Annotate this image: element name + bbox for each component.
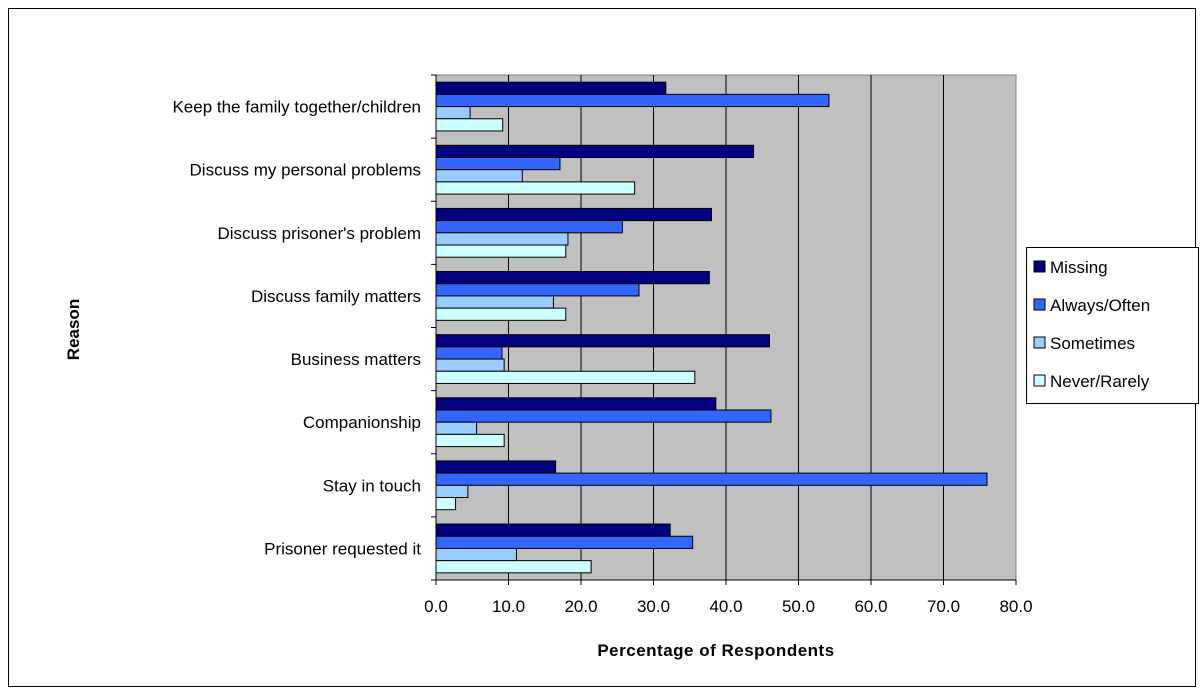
- bar-never-rarely-3: [435, 307, 567, 321]
- bar-missing-5: [435, 397, 717, 411]
- bar-always-often-1: [435, 156, 561, 171]
- bar-always-often-3: [435, 283, 640, 297]
- legend: Missing Always/Often Sometimes Never/Rarely: [1026, 247, 1199, 404]
- legend-swatch: [1033, 336, 1046, 349]
- x-tick-label: 60.0: [854, 597, 887, 616]
- bar-missing-1: [435, 144, 755, 158]
- legend-label: Always/Often: [1050, 296, 1150, 315]
- bar-always-often-6: [435, 472, 988, 486]
- gridlines: [508, 75, 944, 580]
- x-tick-label: 20.0: [564, 597, 597, 616]
- legend-box: [1026, 247, 1199, 404]
- bar-missing-4: [435, 334, 770, 348]
- bar-never-rarely-7: [435, 560, 592, 574]
- bar-sometimes-3: [435, 295, 554, 309]
- x-axis-title: Percentage of Respondents: [597, 641, 834, 660]
- bar-missing-6: [435, 460, 557, 474]
- legend-label: Sometimes: [1050, 334, 1135, 353]
- bar-never-rarely-6: [435, 497, 457, 511]
- bar-sometimes-5: [435, 421, 478, 435]
- legend-label: Never/Rarely: [1050, 372, 1150, 391]
- category-label: Discuss family matters: [251, 287, 421, 306]
- category-label: Prisoner requested it: [264, 539, 421, 558]
- category-label: Companionship: [303, 413, 421, 432]
- x-tick-label: 70.0: [927, 597, 960, 616]
- x-tick-label: 50.0: [782, 597, 815, 616]
- category-label: Stay in touch: [323, 476, 421, 495]
- axes: [431, 74, 1017, 585]
- bar-sometimes-0: [435, 106, 471, 120]
- x-tick-label: 30.0: [637, 597, 670, 616]
- bar-always-often-5: [435, 409, 772, 423]
- bar-always-often-7: [435, 535, 694, 549]
- category-label: Discuss my personal problems: [190, 161, 421, 180]
- legend-swatch: [1033, 298, 1046, 311]
- bar-always-often-4: [435, 346, 503, 360]
- x-tick-label: 0.0: [424, 597, 448, 616]
- bar-sometimes-7: [435, 547, 517, 562]
- bar-never-rarely-1: [435, 181, 636, 195]
- bar-never-rarely-5: [435, 433, 505, 448]
- bar-missing-0: [435, 81, 667, 95]
- x-tick-label: 40.0: [709, 597, 742, 616]
- bar-never-rarely-0: [435, 118, 504, 132]
- bar-sometimes-2: [435, 232, 569, 246]
- bar-always-often-2: [435, 220, 623, 234]
- category-label: Keep the family together/children: [172, 98, 421, 117]
- bar-never-rarely-4: [435, 370, 696, 384]
- legend-swatch: [1033, 374, 1046, 387]
- x-tick-label: 80.0: [999, 597, 1032, 616]
- category-label: Discuss prisoner's problem: [217, 224, 421, 243]
- bar-sometimes-1: [435, 169, 523, 183]
- bar-missing-7: [435, 523, 671, 537]
- category-label: Business matters: [291, 350, 421, 369]
- legend-label: Missing: [1050, 258, 1108, 277]
- bar-missing-2: [435, 207, 712, 222]
- bar-sometimes-6: [435, 484, 469, 499]
- x-tick-label: 10.0: [492, 597, 525, 616]
- bar-sometimes-4: [435, 358, 505, 372]
- bar-always-often-0: [435, 93, 830, 108]
- y-axis-title: Reason: [64, 299, 83, 360]
- bar-missing-3: [435, 271, 710, 285]
- category-labels: Keep the family together/children Discuss…: [172, 98, 421, 559]
- x-tick-labels: 0.0 10.0 20.0 30.0 40.0 50.0 60.0 70.0 80.0: [424, 597, 1032, 616]
- legend-swatch: [1033, 260, 1046, 273]
- bar-never-rarely-2: [435, 244, 567, 258]
